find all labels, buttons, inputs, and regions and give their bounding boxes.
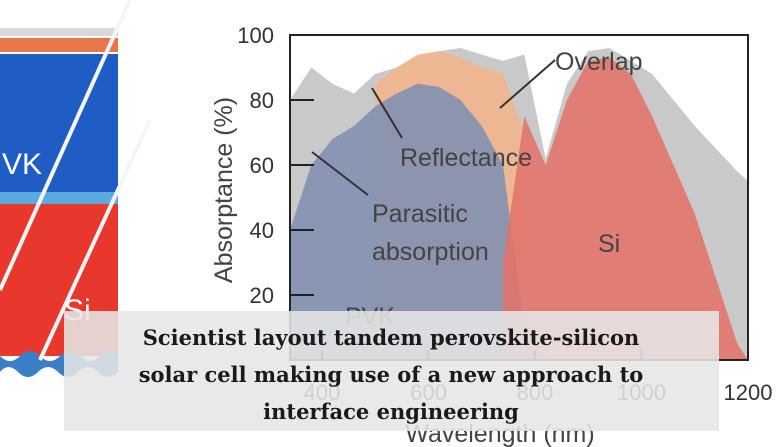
leader-line	[371, 87, 403, 139]
area	[503, 57, 748, 360]
y-tick-label: 100	[237, 23, 274, 48]
leader-line	[499, 59, 556, 109]
caption-line: interface engineering	[263, 399, 519, 424]
light-ray	[38, 119, 152, 361]
annotation: Parasitic	[372, 200, 468, 228]
caption: Scientist layout tandem perovskite-silic…	[64, 311, 719, 431]
layer	[0, 54, 118, 192]
area	[290, 83, 546, 360]
wavy-back	[0, 351, 118, 377]
layer	[0, 28, 118, 36]
caption-line: Scientist layout tandem perovskite-silic…	[143, 325, 640, 350]
layer-label: VK	[2, 148, 42, 181]
y-tick-label: 80	[250, 88, 274, 113]
y-axis-label: Absorptance (%)	[210, 97, 238, 283]
annotation: Reflectance	[400, 144, 532, 172]
annotation: Si	[598, 230, 620, 258]
light-ray	[0, 0, 132, 291]
layer	[0, 38, 118, 52]
leader-line	[311, 151, 369, 196]
caption-box	[64, 311, 719, 431]
y-tick-label: 40	[250, 218, 274, 243]
annotation: absorption	[372, 238, 489, 266]
x-tick-label: 1200	[724, 380, 773, 405]
plot: 2040608010040060080010001200OverlapRefle…	[237, 23, 772, 405]
caption-line: solar cell making use of a new approach …	[139, 362, 644, 387]
layer	[0, 192, 118, 204]
y-tick-label: 60	[250, 153, 274, 178]
y-tick-label: 20	[250, 283, 274, 308]
device-stack: VK Si	[0, 0, 152, 377]
annotation: Overlap	[555, 48, 643, 76]
